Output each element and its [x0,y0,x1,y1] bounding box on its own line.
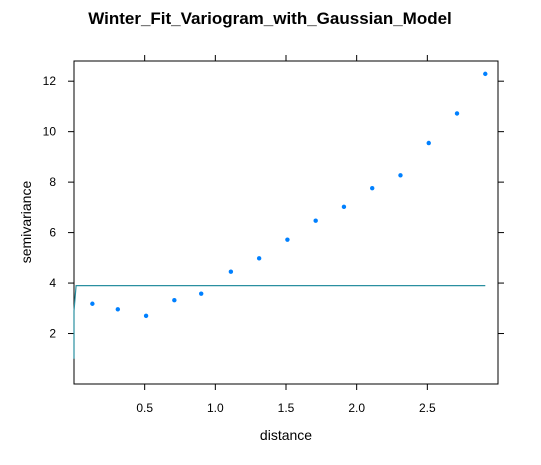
data-point [199,291,204,296]
x-tick-label: 2.5 [419,401,436,415]
x-axis-label: distance [260,427,312,443]
x-tick-label: 1.5 [278,401,295,415]
data-point [313,218,318,223]
data-point [228,269,234,274]
model-layer [73,285,486,359]
data-point [115,307,121,312]
y-tick-label: 10 [43,125,57,139]
data-point [341,204,347,210]
data-point [426,140,431,146]
y-tick-label: 2 [49,327,56,341]
data-point [172,298,177,303]
model-line [73,285,486,359]
y-tick-label: 6 [49,226,56,240]
plot-frame [73,60,499,385]
x-tick-label: 0.5 [136,401,153,415]
points-layer [90,71,488,319]
x-tick-label: 1.0 [207,401,224,415]
y-axis: 2 4 6 8 10 12 [43,74,504,341]
y-tick-label: 12 [43,74,57,88]
y-tick-label: 8 [49,175,56,189]
y-axis-label: semivariance [18,181,34,264]
chart-title: Winter_Fit_Variogram_with_Gaussian_Model [88,9,452,28]
x-tick-label: 2.0 [348,401,365,415]
data-point [454,111,460,116]
data-point [483,71,488,77]
x-axis: 0.5 1.0 1.5 2.0 2.5 [136,55,436,415]
data-point [90,301,95,306]
data-point [143,313,149,319]
y-tick-label: 4 [49,276,56,290]
data-point [256,256,262,261]
data-point [285,237,290,242]
data-point [370,185,375,191]
data-point [398,173,403,178]
